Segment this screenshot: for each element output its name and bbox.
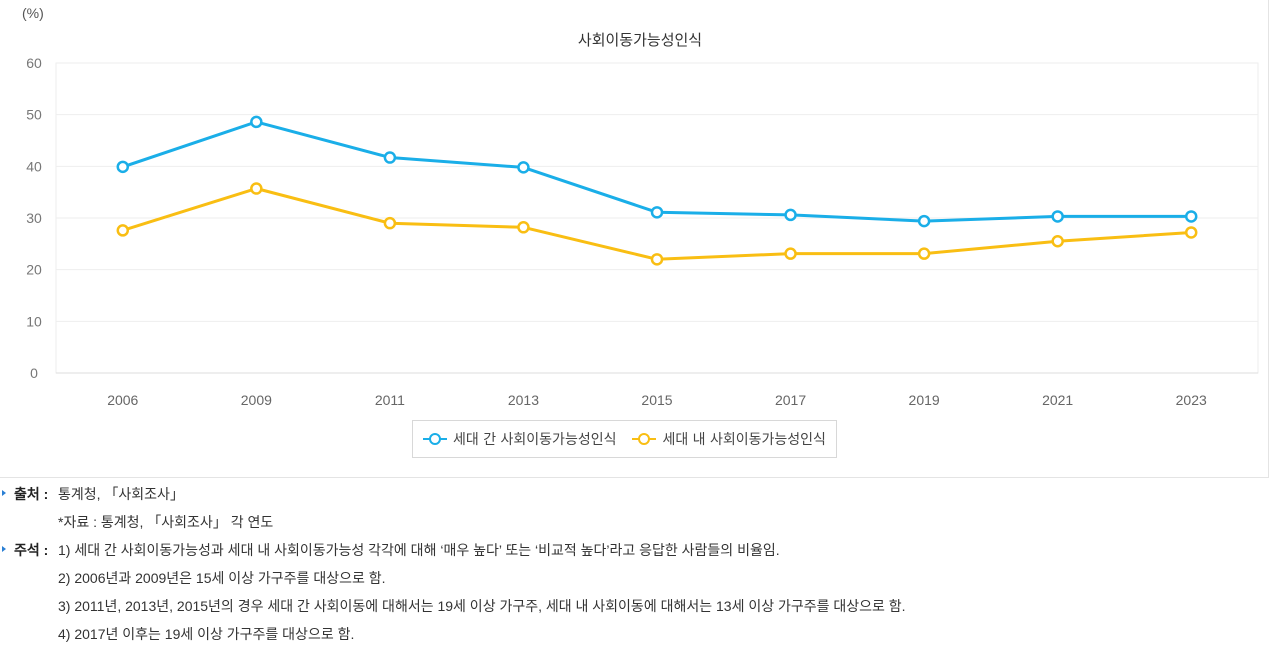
data-point (116, 224, 130, 237)
source-text: 통계청, 「사회조사」 (58, 486, 184, 502)
x-tick-label: 2009 (241, 392, 272, 408)
x-tick-label: 2021 (1042, 392, 1073, 408)
data-point (383, 151, 397, 164)
x-tick-label: 2023 (1176, 392, 1207, 408)
data-point (917, 214, 931, 228)
footnote-2: 2) 2006년과 2009년은 15세 이상 가구주를 대상으로 함. (58, 570, 386, 586)
bullet-icon (2, 490, 6, 496)
unit-label: (%) (22, 5, 44, 21)
data-point (517, 221, 530, 234)
data-point (650, 253, 664, 266)
legend-label: 세대 내 사회이동가능성인식 (662, 432, 826, 448)
x-tick-label: 2019 (909, 392, 940, 408)
x-tick-label: 2006 (107, 392, 138, 408)
x-tick-label: 2017 (775, 392, 806, 408)
data-point (1051, 235, 1064, 248)
bullet-icon (2, 546, 6, 552)
footnote-label: 주석 : (14, 542, 49, 558)
data-point (250, 115, 263, 129)
data-point (917, 247, 931, 260)
x-tick-label: 2011 (375, 392, 405, 408)
data-point (116, 160, 130, 174)
source-label: 출처 : (14, 486, 49, 502)
y-tick-label: 60 (26, 55, 42, 71)
data-point (250, 182, 263, 195)
data-point (784, 247, 797, 260)
data-point (784, 208, 797, 222)
y-tick-label: 30 (26, 210, 42, 226)
data-point (1184, 226, 1198, 239)
data-point (1051, 210, 1064, 223)
data-point (650, 206, 664, 219)
source-detail: *자료 : 통계청, 「사회조사」 각 연도 (58, 514, 274, 530)
y-tick-label: 20 (26, 262, 42, 278)
legend-label: 세대 간 사회이동가능성인식 (453, 432, 617, 448)
x-tick-label: 2015 (641, 392, 672, 408)
chart-legend: 세대 간 사회이동가능성인식 세대 내 사회이동가능성인식 (412, 420, 837, 458)
legend-swatch-blue (423, 432, 447, 446)
y-tick-label: 50 (26, 107, 42, 123)
legend-item-intergenerational[interactable]: 세대 간 사회이동가능성인식 (423, 429, 616, 449)
footnote-1: 1) 세대 간 사회이동가능성과 세대 내 사회이동가능성 각각에 대해 ‘매우… (58, 542, 780, 558)
data-point (517, 161, 530, 174)
data-point (383, 216, 397, 230)
y-tick-label: 0 (30, 365, 38, 381)
y-tick-label: 40 (26, 158, 42, 174)
chart-title: 사회이동가능성인식 (578, 32, 702, 49)
footnote-4: 4) 2017년 이후는 19세 이상 가구주를 대상으로 함. (58, 626, 355, 642)
footnote-3: 3) 2011년, 2013년, 2015년의 경우 세대 간 사회이동에 대해… (58, 598, 906, 614)
chart-panel: (%) 사회이동가능성인식 0 10 20 30 40 50 60 2006 2009 2011 2… (0, 0, 1269, 478)
line-chart: (%) 사회이동가능성인식 0 10 20 30 40 50 60 2006 2009 2011 2… (22, 5, 1259, 408)
x-tick-label: 2013 (508, 392, 539, 408)
data-point (1184, 210, 1198, 223)
legend-swatch-yellow (632, 432, 657, 446)
legend-item-intragenerational[interactable]: 세대 내 사회이동가능성인식 (632, 429, 826, 449)
y-tick-label: 10 (26, 313, 42, 329)
